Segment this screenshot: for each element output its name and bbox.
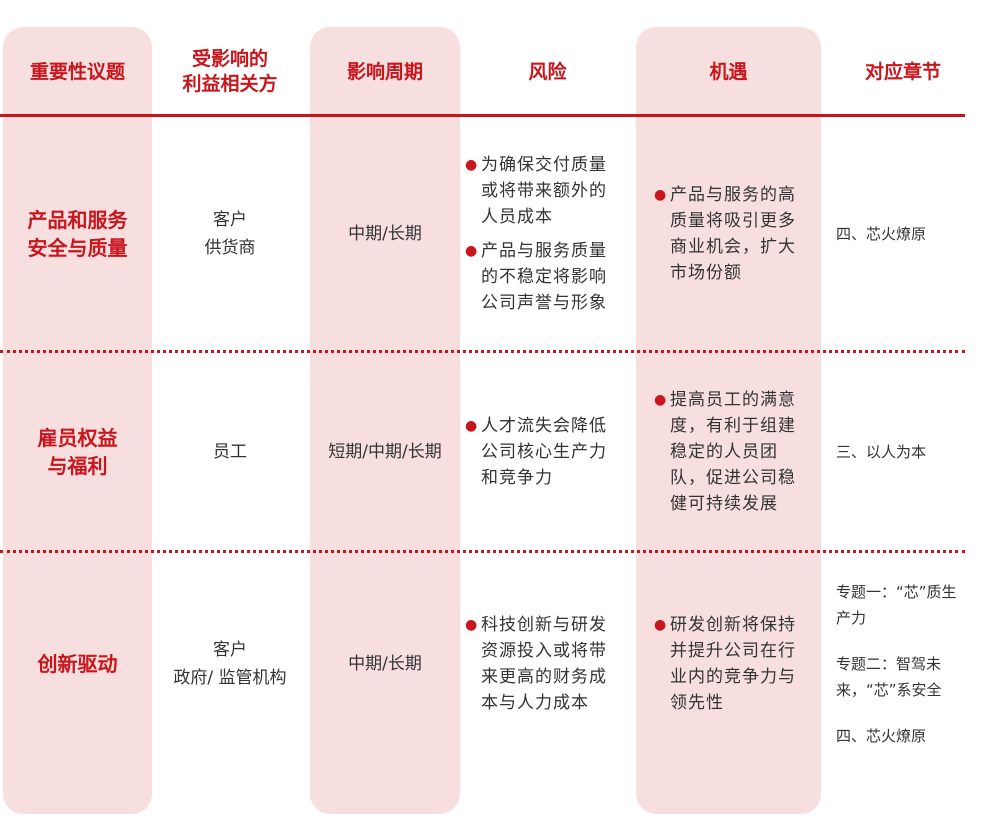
bullet-dot-icon: ● [465,243,478,259]
row-stakeholders: 客户 供货商 [204,210,256,258]
header-period: 影响周期 [346,60,423,83]
period-column-band [310,27,460,814]
header-stakeholders: 受影响的 利益相关方 [182,48,278,95]
row-chapters: 专题一：“芯”质生产力 专题二：智驾未来，“芯”系安全 四、芯火燎原 [828,554,978,774]
chapter-ref: 专题二：智驾未来，“芯”系安全 [836,655,942,699]
risk-item: ● 为确保交付质量或将带来额外的人员成本 [465,152,607,230]
header-opportunity: 机遇 [709,60,748,83]
header-topic: 重要性议题 [29,60,125,83]
row-risks: ● 人才流失会降低公司核心生产力和竞争力 [465,354,630,550]
opportunity-item: ● 研发创新将保持并提升公司在行业内的竞争力与领先性 [654,612,798,716]
risk-item: ● 产品与服务质量的不稳定将影响公司声誉与形象 [465,238,607,316]
row-stakeholders: 客户 政府/ 监管机构 [173,640,287,688]
row-chapters: 三、以人为本 [828,354,978,550]
header-risk: 风险 [528,60,567,83]
row-opportunities: ● 提高员工的满意度，有利于组建稳定的人员团队，促进公司稳健可持续发展 [636,354,821,550]
row-chapters: 四、芯火燎原 [828,118,978,350]
bullet-dot-icon: ● [654,187,667,203]
chapter-ref: 四、芯火燎原 [836,225,927,243]
row-risks: ● 科技创新与研发资源投入或将带来更高的财务成本与人力成本 [465,554,630,774]
header-chapter: 对应章节 [864,60,941,83]
chapter-ref: 三、以人为本 [836,443,927,461]
bullet-dot-icon: ● [465,617,478,633]
row-stakeholders: 员工 [213,442,247,462]
risk-item: ● 科技创新与研发资源投入或将带来更高的财务成本与人力成本 [465,612,607,716]
row-topic: 创新驱动 [37,652,118,676]
bullet-dot-icon: ● [654,617,667,633]
bullet-dot-icon: ● [465,418,478,434]
row-topic: 雇员权益 与福利 [37,426,118,478]
chapter-ref: 专题一：“芯”质生产力 [836,583,957,627]
row-opportunities: ● 产品与服务的高质量将吸引更多商业机会，扩大市场份额 [636,118,821,350]
row-divider [0,350,965,353]
row-risks: ● 为确保交付质量或将带来额外的人员成本 ● 产品与服务质量的不稳定将影响公司声誉与… [465,118,630,350]
row-divider [0,550,965,553]
row-topic: 产品和服务 安全与质量 [27,208,128,260]
opportunity-item: ● 提高员工的满意度，有利于组建稳定的人员团队，促进公司稳健可持续发展 [654,387,798,517]
row-period: 中期/长期 [348,224,422,244]
chapter-ref: 四、芯火燎原 [836,727,927,745]
bullet-dot-icon: ● [654,392,667,408]
bullet-dot-icon: ● [465,157,478,173]
topic-column-band [3,27,152,814]
row-period: 中期/长期 [348,654,422,674]
row-period: 短期/中期/长期 [328,442,442,462]
opportunity-column-band [636,27,821,814]
header-divider [0,114,965,117]
row-opportunities: ● 研发创新将保持并提升公司在行业内的竞争力与领先性 [636,554,821,774]
opportunity-item: ● 产品与服务的高质量将吸引更多商业机会，扩大市场份额 [654,182,798,286]
risk-item: ● 人才流失会降低公司核心生产力和竞争力 [465,413,607,491]
